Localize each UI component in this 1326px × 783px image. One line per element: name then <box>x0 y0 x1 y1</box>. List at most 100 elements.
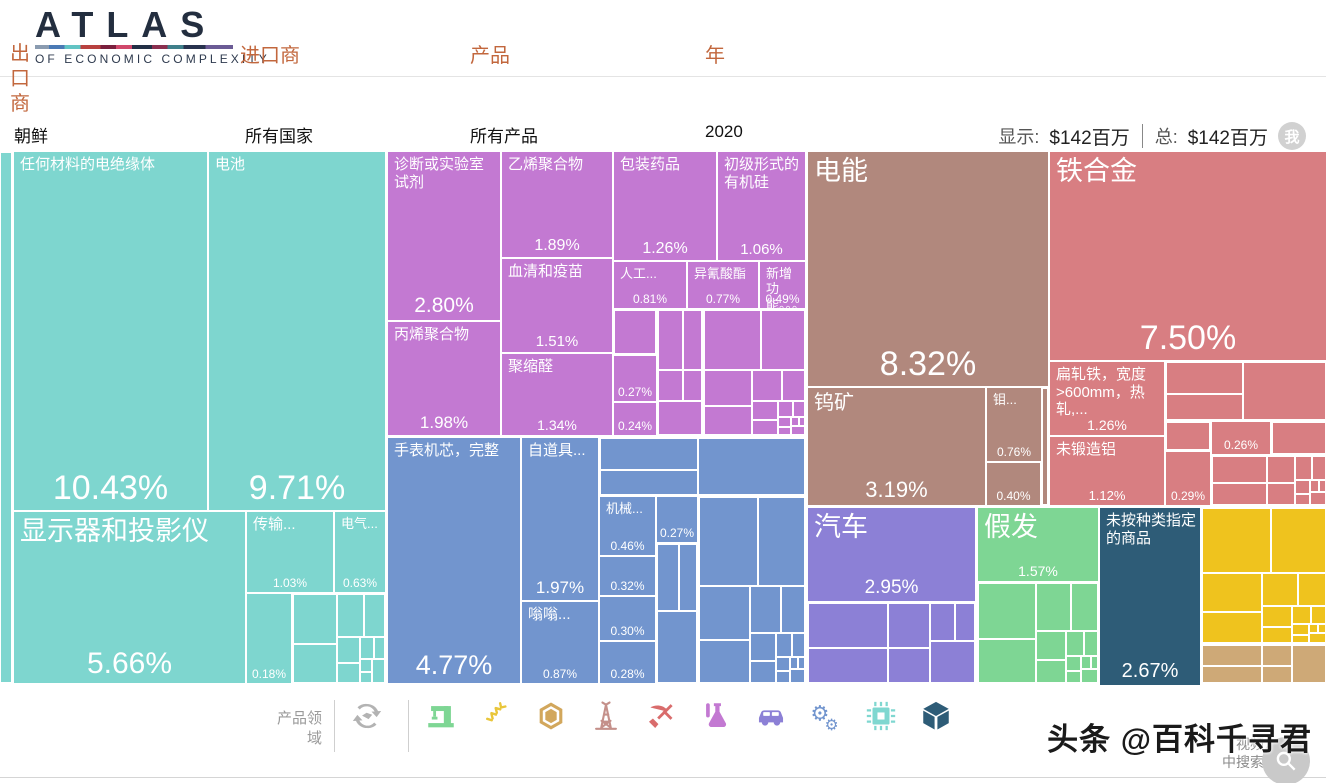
treemap-cell[interactable] <box>699 640 750 683</box>
treemap-cell[interactable]: 未锻造铝 1.12% <box>1050 437 1164 505</box>
treemap-cell[interactable] <box>790 425 805 435</box>
treemap-cell[interactable] <box>749 586 781 633</box>
treemap-cell[interactable]: 0.27% <box>614 356 656 401</box>
treemap-cell[interactable] <box>1261 666 1293 683</box>
treemap-cell[interactable] <box>1292 624 1309 635</box>
treemap-cell[interactable] <box>752 420 778 435</box>
treemap-cell[interactable] <box>792 632 805 657</box>
treemap-cell[interactable] <box>1292 634 1309 643</box>
treemap-cell[interactable] <box>1295 479 1310 494</box>
treemap-cell[interactable] <box>1166 422 1210 450</box>
treemap-cell[interactable]: 汽车 2.95% <box>808 508 975 601</box>
treemap-cell[interactable] <box>658 310 683 370</box>
treemap-cell[interactable] <box>1272 422 1326 454</box>
treemap-cell[interactable] <box>752 370 782 402</box>
treemap-cell[interactable] <box>808 603 889 648</box>
treemap-cell[interactable]: 电池 9.71% <box>209 152 385 510</box>
machinery-icon[interactable]: ⚙ ⚙ <box>809 699 843 733</box>
filter-value-exporter[interactable]: 朝鲜 <box>14 127 48 146</box>
treemap-cell[interactable] <box>1242 362 1326 420</box>
treemap-cell[interactable] <box>704 310 761 370</box>
treemap-cell[interactable] <box>1212 483 1267 505</box>
treemap-cell[interactable] <box>1266 456 1296 484</box>
treemap-cell[interactable] <box>360 672 373 683</box>
treemap-cell[interactable] <box>888 647 930 683</box>
treemap-cell[interactable]: 人工... 0.81% <box>614 262 686 308</box>
treemap-cell[interactable]: 0.32% <box>600 557 655 595</box>
treemap-cell[interactable] <box>1292 606 1312 624</box>
treemap-cell[interactable]: 丙烯聚合物 1.98% <box>388 322 500 435</box>
metals-icon[interactable] <box>644 699 678 733</box>
treemap-cell[interactable] <box>1202 666 1262 683</box>
atlas-logo[interactable]: ATLAS OF ECONOMIC COMPLEXITY <box>35 6 267 66</box>
treemap-cell[interactable] <box>600 469 699 495</box>
treemap-cell[interactable] <box>1202 508 1272 573</box>
treemap-cell[interactable] <box>1212 456 1267 484</box>
textiles-icon[interactable] <box>424 699 458 733</box>
treemap-cell[interactable] <box>360 658 373 673</box>
treemap-cell[interactable] <box>1295 456 1313 480</box>
treemap-cell[interactable]: 扁轧铁，宽度>600mm，热轧,... 1.26% <box>1050 362 1164 435</box>
treemap-cell[interactable] <box>1166 362 1243 395</box>
treemap-cell[interactable] <box>777 401 793 418</box>
treemap-cell[interactable] <box>600 438 699 470</box>
treemap-cell[interactable] <box>777 427 791 435</box>
treemap-cell[interactable]: 未按种类指定的商品 2.67% <box>1100 508 1200 685</box>
treemap-cell[interactable]: 传输... 1.03% <box>247 512 333 592</box>
treemap-cell[interactable] <box>1035 583 1071 631</box>
treemap-cell[interactable] <box>679 544 697 611</box>
treemap-cell[interactable] <box>776 632 793 657</box>
filter-value-importer[interactable]: 所有国家 <box>245 127 313 146</box>
treemap-cell[interactable] <box>0 152 12 683</box>
minerals-icon[interactable] <box>589 699 623 733</box>
treemap-cell[interactable]: 0.29% <box>1166 452 1210 505</box>
treemap-cell[interactable] <box>1081 655 1091 669</box>
treemap-cell[interactable] <box>798 417 805 426</box>
treemap-cell[interactable] <box>1166 394 1243 420</box>
treemap-cell[interactable] <box>1202 645 1262 667</box>
treemap-cell[interactable] <box>1308 633 1326 643</box>
treemap-cell[interactable] <box>1070 583 1098 631</box>
treemap-cell[interactable]: 电气... 0.63% <box>335 512 385 592</box>
treemap-cell[interactable] <box>1261 572 1298 607</box>
treemap-cell[interactable] <box>955 603 975 642</box>
treemap-cell[interactable] <box>888 603 930 648</box>
treemap-cell[interactable] <box>1081 668 1098 683</box>
treemap-cell[interactable] <box>1090 655 1098 669</box>
treemap-cell[interactable]: 诊断或实验室试剂 2.80% <box>388 152 500 320</box>
treemap-cell[interactable]: 聚缩醛 1.34% <box>502 354 612 435</box>
treemap-cell[interactable] <box>1065 671 1082 683</box>
treemap-cell[interactable] <box>698 438 805 495</box>
treemap-cell[interactable] <box>337 636 361 663</box>
treemap-cell[interactable] <box>1065 631 1084 656</box>
treemap-cell[interactable]: 钼... 0.76% <box>987 388 1041 461</box>
treemap-cell[interactable]: 假发 1.57% <box>978 508 1098 581</box>
treemap-cell[interactable]: 异氰酸酯 0.77% <box>688 262 758 308</box>
treemap-cell[interactable] <box>337 662 361 683</box>
treemap-cell[interactable] <box>372 658 385 683</box>
treemap-cell[interactable] <box>1311 606 1326 624</box>
treemap-cell[interactable] <box>699 497 759 587</box>
treemap-cell[interactable] <box>1261 606 1293 627</box>
treemap-cell[interactable]: 显示器和投影仪 5.66% <box>14 512 245 683</box>
treemap-cell[interactable] <box>699 586 750 641</box>
filter-value-year[interactable]: 2020 <box>705 122 743 141</box>
treemap-cell[interactable] <box>790 417 799 426</box>
treemap-cell[interactable] <box>978 639 1036 683</box>
treemap-cell[interactable]: 0.27% <box>657 497 697 542</box>
treemap-cell[interactable] <box>1297 572 1326 607</box>
treemap-cell[interactable] <box>1309 491 1326 505</box>
agriculture-icon[interactable] <box>479 699 513 733</box>
treemap-cell[interactable]: 自道具... 1.97% <box>522 438 598 600</box>
treemap-cell[interactable] <box>1318 624 1326 634</box>
treemap-cell[interactable] <box>1065 655 1082 672</box>
treemap-cell[interactable] <box>363 594 385 637</box>
treemap-cell[interactable]: 机械... 0.46% <box>600 497 655 555</box>
treemap-cell[interactable] <box>1202 612 1262 643</box>
treemap-cell[interactable]: 血清和疫苗 1.51% <box>502 259 612 352</box>
treemap-cell[interactable]: 铁合金 7.50% <box>1050 152 1326 360</box>
treemap-cell[interactable] <box>1295 493 1310 505</box>
vehicles-icon[interactable] <box>754 699 788 733</box>
treemap-cell[interactable] <box>682 310 702 370</box>
treemap-cell[interactable] <box>1308 624 1319 634</box>
